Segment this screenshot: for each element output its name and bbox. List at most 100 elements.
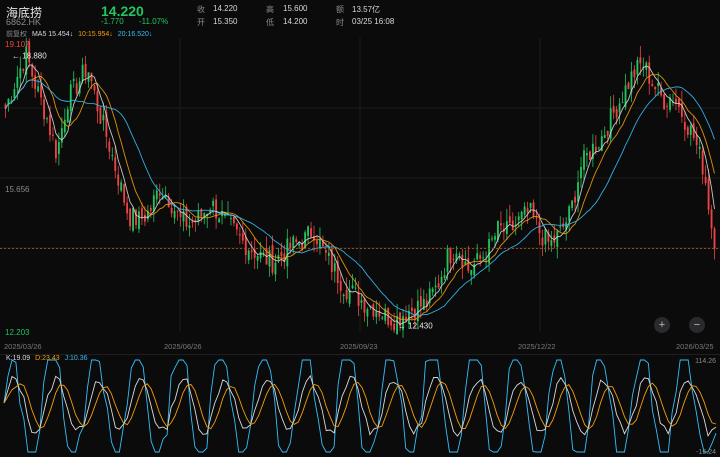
candle-body xyxy=(464,261,467,265)
candle-body xyxy=(710,209,713,229)
high-annotation: ← 18.880 xyxy=(12,51,47,60)
candlestick-chart[interactable]: 19.107 15.656 12.203 ← 18.880 ← 12.430 2025/0… xyxy=(0,38,720,354)
ma5-line xyxy=(5,64,715,326)
kdj-axis-min: -16.24 xyxy=(696,449,716,456)
low-annotation: ← 12.430 xyxy=(398,322,433,331)
candle-body xyxy=(218,218,221,223)
candle-body xyxy=(488,238,490,264)
candle-body xyxy=(588,151,591,160)
adjust-mode[interactable]: 前复权 xyxy=(6,31,27,38)
candle-body xyxy=(707,178,710,210)
candle-body xyxy=(295,239,298,242)
candle-body xyxy=(360,300,363,303)
candle-body xyxy=(636,59,639,75)
candle-body xyxy=(443,275,446,278)
candle-body xyxy=(342,294,345,296)
candle-body xyxy=(129,208,132,227)
candle-body xyxy=(132,208,134,231)
candle-body xyxy=(666,105,668,107)
candle-body xyxy=(93,85,96,91)
candle-body xyxy=(580,167,582,179)
candle-body xyxy=(126,202,129,214)
candle-body xyxy=(491,238,493,240)
candle-body xyxy=(227,213,229,215)
kdj-k-value: K:19.09 xyxy=(6,355,31,362)
candle-body xyxy=(461,254,464,268)
candle-body xyxy=(87,72,90,82)
candle-body xyxy=(244,236,247,256)
candle-body xyxy=(470,270,473,275)
candle-body xyxy=(333,263,336,272)
candle-body xyxy=(10,100,13,102)
candle-body xyxy=(497,220,499,240)
candle-body xyxy=(319,238,321,248)
candle-body xyxy=(375,311,378,318)
candle-body xyxy=(612,106,615,113)
candle-body xyxy=(72,78,75,82)
candle-body xyxy=(256,256,259,261)
candle-body xyxy=(31,64,34,77)
candle-body xyxy=(49,114,51,136)
candle-body xyxy=(167,196,170,208)
ma10-value: 10:15.954↓ xyxy=(78,31,113,38)
candle-body xyxy=(422,298,425,310)
candle-body xyxy=(384,308,387,321)
candle-body xyxy=(553,235,556,243)
candle-body xyxy=(675,98,677,104)
candle-body xyxy=(96,91,99,112)
candle-body xyxy=(52,134,54,136)
candle-body xyxy=(609,108,612,139)
time-label: 时 xyxy=(336,18,344,27)
open-value: 15.350 xyxy=(213,17,238,26)
candle-body xyxy=(176,210,179,212)
candle-body xyxy=(431,288,434,293)
candle-body xyxy=(194,219,197,222)
candle-body xyxy=(247,250,250,261)
candle-body xyxy=(627,82,630,90)
candle-body xyxy=(63,119,66,133)
candle-body xyxy=(203,213,206,218)
candle-body xyxy=(238,234,241,236)
candle-body xyxy=(680,102,683,117)
zoom-out-button[interactable]: − xyxy=(689,317,705,333)
candle-body xyxy=(695,135,698,146)
candle-body xyxy=(354,287,357,289)
kdj-j-line xyxy=(3,359,717,453)
candle-body xyxy=(434,285,437,288)
candle-body xyxy=(686,127,689,136)
candle-body xyxy=(458,253,461,255)
candle-body xyxy=(618,103,621,113)
candle-body xyxy=(212,200,215,207)
candle-body xyxy=(574,196,577,203)
candle-body xyxy=(677,98,680,107)
candle-body xyxy=(351,285,354,289)
candle-body xyxy=(179,211,182,218)
candle-body xyxy=(467,258,470,272)
candle-body xyxy=(54,140,57,159)
zoom-in-button[interactable]: + xyxy=(654,317,670,333)
candle-body xyxy=(669,97,671,110)
candle-body xyxy=(526,208,529,213)
candle-body xyxy=(408,310,410,324)
candle-body xyxy=(535,217,538,219)
candle-body xyxy=(701,150,704,175)
candle-body xyxy=(704,176,707,184)
candle-body xyxy=(520,211,523,220)
candle-body xyxy=(286,238,289,267)
high-value: 15.600 xyxy=(283,4,308,13)
close-value: 14.220 xyxy=(213,4,238,13)
candle-body xyxy=(393,323,396,331)
candle-body xyxy=(289,242,292,249)
low-value: 14.200 xyxy=(283,17,308,26)
candle-body xyxy=(452,258,455,261)
candle-body xyxy=(615,109,618,118)
candle-body xyxy=(357,291,360,306)
candle-body xyxy=(232,216,235,224)
candle-body xyxy=(713,228,716,249)
candle-body xyxy=(170,207,173,214)
candle-body xyxy=(446,248,449,272)
candle-body xyxy=(90,72,93,82)
candle-body xyxy=(108,141,111,152)
candle-body xyxy=(149,207,152,211)
candle-body xyxy=(511,220,514,231)
